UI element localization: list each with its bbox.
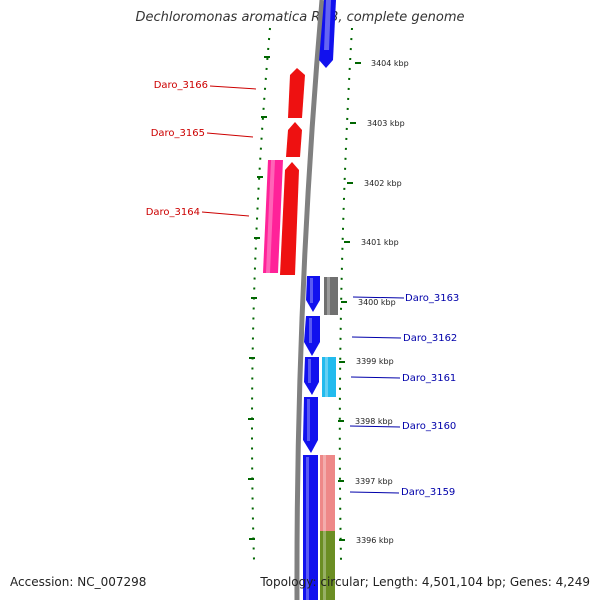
gene-daro-3161 [304, 357, 319, 395]
gene-daro-3160 [303, 397, 318, 453]
gene-label-reverse: Daro_3164 [146, 207, 200, 218]
gene-label-forward: Daro_3161 [402, 373, 456, 384]
right-major-ticks [338, 62, 361, 541]
cog-block-pink [263, 160, 283, 273]
gene-daro-3162 [304, 316, 320, 356]
gene-label-forward: Daro_3163 [405, 293, 459, 304]
tick-label: 3397 kbp [355, 477, 393, 486]
genome-backbone [294, 0, 325, 600]
tick-label: 3401 kbp [361, 238, 399, 247]
gene-label-reverse: Daro_3165 [151, 128, 205, 139]
cog-block-gray [324, 277, 338, 315]
gene-label-forward: Daro_3159 [401, 487, 455, 498]
gene-label-reverse: Daro_3166 [154, 80, 208, 91]
gene-daro-3165 [286, 122, 302, 157]
accession-text: Accession: NC_007298 [10, 575, 147, 589]
tick-label: 3400 kbp [358, 298, 396, 307]
outer-dotted-ring [251, 27, 271, 561]
tick-label: 3396 kbp [356, 536, 394, 545]
tick-label: 3402 kbp [364, 179, 402, 188]
tick-label: 3403 kbp [367, 119, 405, 128]
gene-daro-3166 [288, 68, 305, 118]
tick-label: 3398 kbp [355, 417, 393, 426]
left-major-ticks [248, 56, 270, 540]
tick-label: 3404 kbp [371, 59, 409, 68]
gene-label-forward: Daro_3160 [402, 421, 456, 432]
gene-daro-3159 [303, 455, 318, 600]
map-title: Dechloromonas aromatica RCB, complete ge… [135, 10, 465, 25]
gene-forward-top [319, 0, 336, 68]
cog-block-cyan [322, 357, 336, 397]
genome-summary-text: Topology: circular; Length: 4,501,104 bp… [260, 575, 590, 589]
cog-block-salmon [320, 455, 335, 531]
tick-label: 3399 kbp [356, 357, 394, 366]
gene-daro-3164 [280, 162, 299, 275]
gene-daro-3163 [306, 276, 320, 312]
cog-block-olive [320, 531, 335, 600]
gene-label-forward: Daro_3162 [403, 333, 457, 344]
